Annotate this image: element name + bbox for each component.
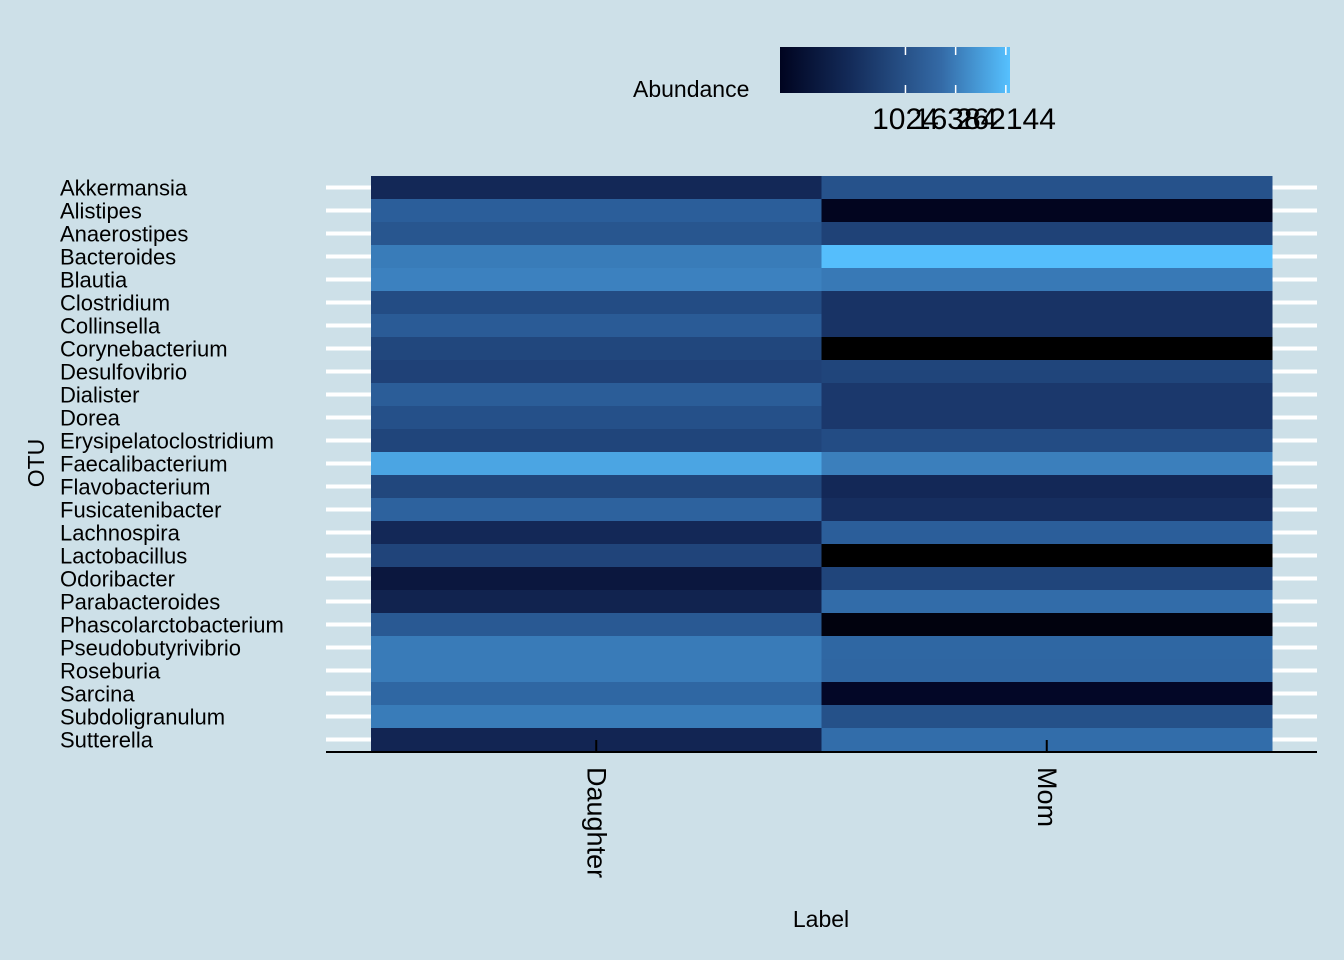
row-label: Lachnospira: [60, 521, 181, 546]
heatmap-cell: [821, 383, 1273, 407]
row-label: Alistipes: [60, 199, 142, 224]
row-label: Sutterella: [60, 728, 154, 753]
row-label: Phascolarctobacterium: [60, 613, 284, 638]
heatmap-cell: [371, 222, 822, 246]
heatmap-cell: [371, 544, 822, 568]
row-label: Bacteroides: [60, 245, 176, 270]
row-label: Akkermansia: [60, 176, 188, 201]
heatmap-cell: [821, 728, 1273, 752]
row-label: Corynebacterium: [60, 337, 228, 362]
heatmap-cell: [371, 636, 822, 660]
heatmap-cell: [821, 452, 1273, 476]
heatmap-cell: [371, 705, 822, 729]
row-label: Clostridium: [60, 291, 170, 316]
x-axis-ticks: Daughter Mom: [581, 740, 1062, 878]
heatmap-cell: [821, 590, 1273, 614]
heatmap-cell: [371, 429, 822, 453]
x-axis-label: Mom: [1032, 767, 1062, 827]
heatmap-cell: [371, 337, 822, 361]
row-label: Lactobacillus: [60, 544, 187, 569]
row-label: Sarcina: [60, 682, 135, 707]
heatmap-cell: [821, 176, 1273, 200]
heatmap-cell: [371, 314, 822, 338]
heatmap-cell: [821, 337, 1273, 361]
x-axis: Daughter Mom: [326, 740, 1317, 878]
x-axis-label: Daughter: [581, 767, 611, 878]
row-label: Subdoligranulum: [60, 705, 225, 730]
heatmap-cell: [821, 429, 1273, 453]
heatmap-cell: [821, 245, 1273, 269]
x-axis-title: Label: [793, 906, 849, 932]
row-label: Dorea: [60, 406, 121, 431]
row-label: Odoribacter: [60, 567, 175, 592]
heatmap-cell: [821, 268, 1273, 292]
heatmap-cell: [371, 728, 822, 752]
row-label: Desulfovibrio: [60, 360, 187, 385]
row-label: Dialister: [60, 383, 139, 408]
row-label: Collinsella: [60, 314, 161, 339]
heatmap-cell: [371, 613, 822, 637]
heatmap-cell: [821, 291, 1273, 315]
row-label: Erysipelatoclostridium: [60, 429, 274, 454]
heatmap-cell: [821, 498, 1273, 522]
heatmap-cell: [371, 682, 822, 706]
heatmap-cell: [371, 475, 822, 499]
heatmap-cell: [371, 521, 822, 545]
heatmap-cell: [371, 360, 822, 384]
y-axis-title: OTU: [23, 439, 49, 488]
row-label: Parabacteroides: [60, 590, 220, 615]
heatmap-cell: [371, 452, 822, 476]
heatmap-cell: [371, 659, 822, 683]
heatmap-cell: [821, 475, 1273, 499]
heatmap-cell: [821, 705, 1273, 729]
heatmap-cell: [371, 590, 822, 614]
heatmap-cell: [821, 406, 1273, 430]
heatmap-cell: [371, 291, 822, 315]
row-label: Flavobacterium: [60, 475, 210, 500]
heatmap-cell: [371, 245, 822, 269]
heatmap-cell: [371, 498, 822, 522]
heatmap-cell: [371, 268, 822, 292]
legend-tick-label: 1024: [872, 103, 939, 136]
row-label: Pseudobutyrivibrio: [60, 636, 241, 661]
heatmap-cell: [821, 682, 1273, 706]
row-label: Anaerostipes: [60, 222, 188, 247]
heatmap-cell: [821, 613, 1273, 637]
heatmap-cell: [371, 199, 822, 223]
row-label: Roseburia: [60, 659, 161, 684]
row-labels: AkkermansiaAlistipesAnaerostipesBacteroi…: [60, 176, 284, 753]
row-label: Fusicatenibacter: [60, 498, 221, 523]
legend-tick-label: 16384: [914, 103, 997, 136]
heatmap-cell: [821, 659, 1273, 683]
heatmap-cell: [821, 199, 1273, 223]
heatmap-cell: [821, 567, 1273, 591]
row-label: Blautia: [60, 268, 128, 293]
heatmap-cell: [371, 567, 822, 591]
heatmap-cell: [821, 360, 1273, 384]
legend-tick-label: 262144: [956, 103, 1056, 136]
legend-title: Abundance: [633, 76, 749, 102]
heatmap-cell: [371, 383, 822, 407]
heatmap-cell: [821, 521, 1273, 545]
heatmap-cell: [821, 544, 1273, 568]
heatmap-cell: [821, 314, 1273, 338]
row-guides: [326, 185, 1317, 742]
heatmap-cell: [371, 176, 822, 200]
legend-colorbar: [780, 47, 1010, 93]
heatmap-cells: [371, 176, 1273, 752]
heatmap-cell: [821, 636, 1273, 660]
heatmap-cell: [371, 406, 822, 430]
row-label: Faecalibacterium: [60, 452, 228, 477]
heatmap-cell: [821, 222, 1273, 246]
